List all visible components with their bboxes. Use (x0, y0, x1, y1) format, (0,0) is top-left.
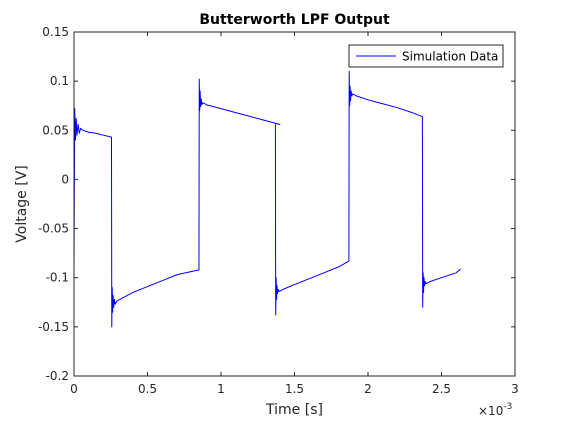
x-tick-label: 2.5 (432, 382, 451, 396)
legend-label-simulation-data: Simulation Data (402, 50, 498, 64)
x-tick-label: 1 (217, 382, 225, 396)
x-tick-label: 3 (511, 382, 519, 396)
x-tick-label: 1.5 (285, 382, 304, 396)
x-tick-label: 0.5 (138, 382, 157, 396)
x-axis-label: Time [s] (265, 402, 323, 418)
y-tick-label: 0.15 (42, 25, 69, 39)
y-tick-label: -0.15 (38, 320, 69, 334)
y-tick-label: -0.05 (38, 222, 69, 236)
legend: Simulation Data (348, 44, 504, 68)
x-tick-label: 2 (364, 382, 372, 396)
axes-box (73, 31, 516, 377)
y-tick-label: 0 (61, 172, 69, 186)
x-tick-label: 0 (70, 382, 78, 396)
x-axis-exponent-power: -3 (503, 402, 512, 412)
y-tick-label: -0.1 (46, 271, 69, 285)
y-tick-label: 0.1 (50, 74, 69, 88)
y-tick-label: 0.05 (42, 123, 69, 137)
plot-area (74, 32, 515, 376)
chart-title: Butterworth LPF Output (199, 12, 390, 28)
x-axis-exponent-base: ×10 (478, 404, 503, 418)
y-axis-label: Voltage [V] (14, 165, 30, 242)
y-tick-label: -0.2 (46, 369, 69, 383)
x-axis-exponent: ×10-3 (478, 402, 512, 418)
series-line-simulation-data (73, 70, 461, 328)
legend-box (348, 44, 504, 68)
